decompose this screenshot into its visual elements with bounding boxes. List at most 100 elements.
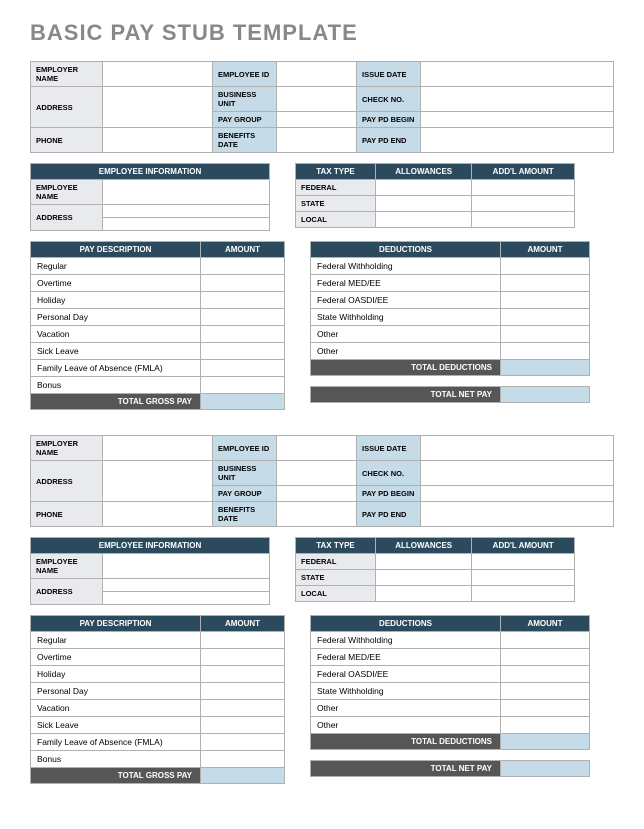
employer-name-label: EMPLOYER NAME [31,436,103,461]
pay-pd-end-label: PAY PD END [357,502,421,527]
pay-stub-2: EMPLOYER NAME EMPLOYEE ID ISSUE DATE ADD… [30,435,614,784]
benefits-date-value [277,502,357,527]
pay-row: Family Leave of Absence (FMLA) [31,734,201,751]
pay-amount-header: AMOUNT [201,616,285,632]
benefits-date-label: BENEFITS DATE [213,502,277,527]
allowances-header: ALLOWANCES [376,164,472,180]
deductions-header: DEDUCTIONS [311,616,501,632]
pay-desc-header: PAY DESCRIPTION [31,242,201,258]
pay-row: Overtime [31,649,201,666]
total-deductions-value [501,734,590,750]
employee-info-block: EMPLOYEE INFORMATION EMPLOYEE NAME ADDRE… [30,163,270,231]
federal-label: FEDERAL [296,180,376,196]
pay-group-label: PAY GROUP [213,486,277,502]
pay-row: Regular [31,632,201,649]
deductions-block: DEDUCTIONS AMOUNT Federal Withholding Fe… [310,241,590,410]
employer-name-value [103,436,213,461]
deduct-row: State Withholding [311,683,501,700]
business-unit-label: BUSINESS UNIT [213,461,277,486]
allowances-header: ALLOWANCES [376,538,472,554]
issue-date-value [421,436,614,461]
deduct-row: Other [311,343,501,360]
employee-id-value [277,62,357,87]
pay-pd-end-value [421,128,614,153]
pay-row: Vacation [31,326,201,343]
pay-pd-begin-label: PAY PD BEGIN [357,112,421,128]
employee-id-label: EMPLOYEE ID [213,436,277,461]
deduct-row: Federal Withholding [311,632,501,649]
employer-name-label: EMPLOYER NAME [31,62,103,87]
total-deductions-value [501,360,590,376]
pay-pd-begin-value [421,486,614,502]
deductions-header: DEDUCTIONS [311,242,501,258]
address-label: ADDRESS [31,461,103,502]
pay-pd-begin-label: PAY PD BEGIN [357,486,421,502]
employee-info-header: EMPLOYEE INFORMATION [31,164,270,180]
pay-group-value [277,112,357,128]
employee-id-label: EMPLOYEE ID [213,62,277,87]
emp-address-value-1 [103,579,270,592]
emp-address-label: ADDRESS [31,205,103,231]
pay-pd-end-value [421,502,614,527]
issue-date-value [421,62,614,87]
employee-name-value [103,180,270,205]
benefits-date-label: BENEFITS DATE [213,128,277,153]
deduct-row: Federal MED/EE [311,275,501,292]
employer-header-table: EMPLOYER NAME EMPLOYEE ID ISSUE DATE ADD… [30,61,614,153]
pay-row: Holiday [31,666,201,683]
business-unit-value [277,87,357,112]
total-gross-label: TOTAL GROSS PAY [31,394,201,410]
total-net-label: TOTAL NET PAY [311,387,501,403]
page-title: BASIC PAY STUB TEMPLATE [30,20,614,46]
deduct-row: Other [311,326,501,343]
pay-row: Personal Day [31,309,201,326]
emp-address-value-2 [103,218,270,231]
total-net-value [501,387,590,403]
address-value [103,461,213,502]
pay-stub-1: EMPLOYER NAME EMPLOYEE ID ISSUE DATE ADD… [30,61,614,410]
deduct-row: State Withholding [311,309,501,326]
pay-pd-end-label: PAY PD END [357,128,421,153]
check-no-value [421,87,614,112]
total-net-value [501,761,590,777]
benefits-date-value [277,128,357,153]
address-label: ADDRESS [31,87,103,128]
pay-row: Sick Leave [31,343,201,360]
phone-value [103,502,213,527]
total-deductions-label: TOTAL DEDUCTIONS [311,360,501,376]
tax-type-header: TAX TYPE [296,164,376,180]
tax-block: TAX TYPE ALLOWANCES ADD'L AMOUNT FEDERAL… [295,163,575,231]
employee-info-header: EMPLOYEE INFORMATION [31,538,270,554]
employer-name-value [103,62,213,87]
employee-name-label: EMPLOYEE NAME [31,180,103,205]
employee-id-value [277,436,357,461]
total-gross-label: TOTAL GROSS PAY [31,768,201,784]
deduct-amount-header: AMOUNT [501,242,590,258]
pay-description-block: PAY DESCRIPTION AMOUNT Regular Overtime … [30,241,285,410]
total-gross-value [201,394,285,410]
pay-row: Sick Leave [31,717,201,734]
pay-desc-header: PAY DESCRIPTION [31,616,201,632]
business-unit-label: BUSINESS UNIT [213,87,277,112]
check-no-label: CHECK NO. [357,87,421,112]
total-gross-value [201,768,285,784]
deduct-row: Other [311,717,501,734]
phone-value [103,128,213,153]
pay-pd-begin-value [421,112,614,128]
total-deductions-label: TOTAL DEDUCTIONS [311,734,501,750]
pay-row: Family Leave of Absence (FMLA) [31,360,201,377]
issue-date-label: ISSUE DATE [357,62,421,87]
deductions-block: DEDUCTIONS AMOUNT Federal Withholding Fe… [310,615,590,784]
pay-row: Holiday [31,292,201,309]
pay-row: Vacation [31,700,201,717]
business-unit-value [277,461,357,486]
deduct-amount-header: AMOUNT [501,616,590,632]
total-net-label: TOTAL NET PAY [311,761,501,777]
deduct-row: Federal MED/EE [311,649,501,666]
phone-label: PHONE [31,128,103,153]
emp-address-value-1 [103,205,270,218]
pay-row: Personal Day [31,683,201,700]
deduct-row: Federal Withholding [311,258,501,275]
employee-name-value [103,554,270,579]
check-no-value [421,461,614,486]
